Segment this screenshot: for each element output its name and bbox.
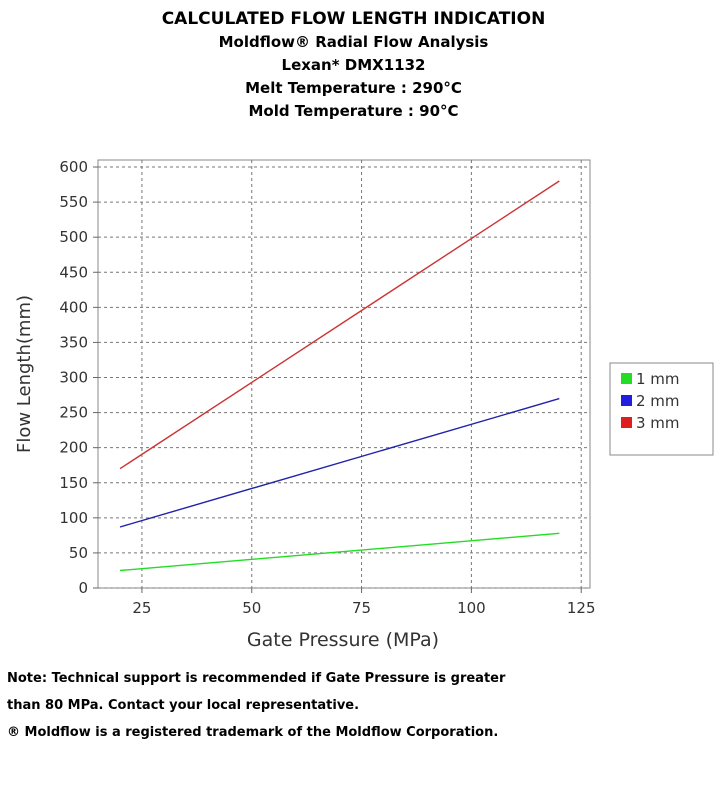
chart-title: CALCULATED FLOW LENGTH INDICATION [161,9,546,29]
chart-titles: CALCULATED FLOW LENGTH INDICATION Moldfl… [0,8,723,123]
x-tick-label: 100 [457,599,486,617]
y-tick-label: 350 [59,333,88,351]
y-tick-label: 300 [59,369,88,387]
chart-subtitle-material: Lexan* DMX1132 [281,56,426,74]
y-tick-label: 400 [59,298,88,316]
y-axis-ticks: 0 50 100 150 200 250 300 350 400 450 500 550 600 [59,158,98,597]
x-tick-label: 25 [132,599,151,617]
chart-subtitle-mold-temp: Mold Temperature : 90°C [248,102,459,120]
x-axis-label: Gate Pressure (MPa) [247,629,439,651]
legend-swatch-3-mm [621,417,632,428]
y-tick-label: 450 [59,263,88,281]
y-tick-label: 200 [59,439,88,457]
flow-length-chart: 0 50 100 150 200 250 300 350 400 450 500 550 600 25 5… [14,158,714,651]
x-tick-label: 50 [242,599,261,617]
legend-swatch-2-mm [621,395,632,406]
notes-section: Note: Technical support is recommended i… [7,665,527,746]
y-tick-label: 550 [59,193,88,211]
legend-swatch-1-mm [621,373,632,384]
chart-subtitle-analysis: Moldflow® Radial Flow Analysis [218,33,489,51]
legend-label: 2 mm [636,392,680,410]
x-tick-label: 75 [352,599,371,617]
y-tick-label: 500 [59,228,88,246]
series-lines [119,180,560,572]
note-technical-support: Note: Technical support is recommended i… [7,671,506,713]
series-line-2-mm [119,397,560,528]
legend-label: 1 mm [636,370,680,388]
y-tick-label: 150 [59,474,88,492]
plot-area [97,159,591,589]
note-trademark: ® Moldflow is a registered trademark of … [7,725,499,740]
series-line-1-mm [119,532,560,572]
x-tick-label: 125 [567,599,596,617]
y-axis-label: Flow Length(mm) [14,295,35,453]
y-tick-label: 100 [59,509,88,527]
legend: 1 mm 2 mm 3 mm [609,362,714,456]
legend-label: 3 mm [636,414,680,432]
y-tick-label: 0 [78,579,88,597]
y-tick-label: 600 [59,158,88,176]
grid-lines [98,160,590,589]
y-tick-label: 50 [69,544,88,562]
y-tick-label: 250 [59,404,88,422]
series-line-3-mm [119,180,560,470]
chart-subtitle-melt-temp: Melt Temperature : 290°C [245,79,462,97]
x-axis-ticks: 25 50 75 100 125 [132,588,596,617]
